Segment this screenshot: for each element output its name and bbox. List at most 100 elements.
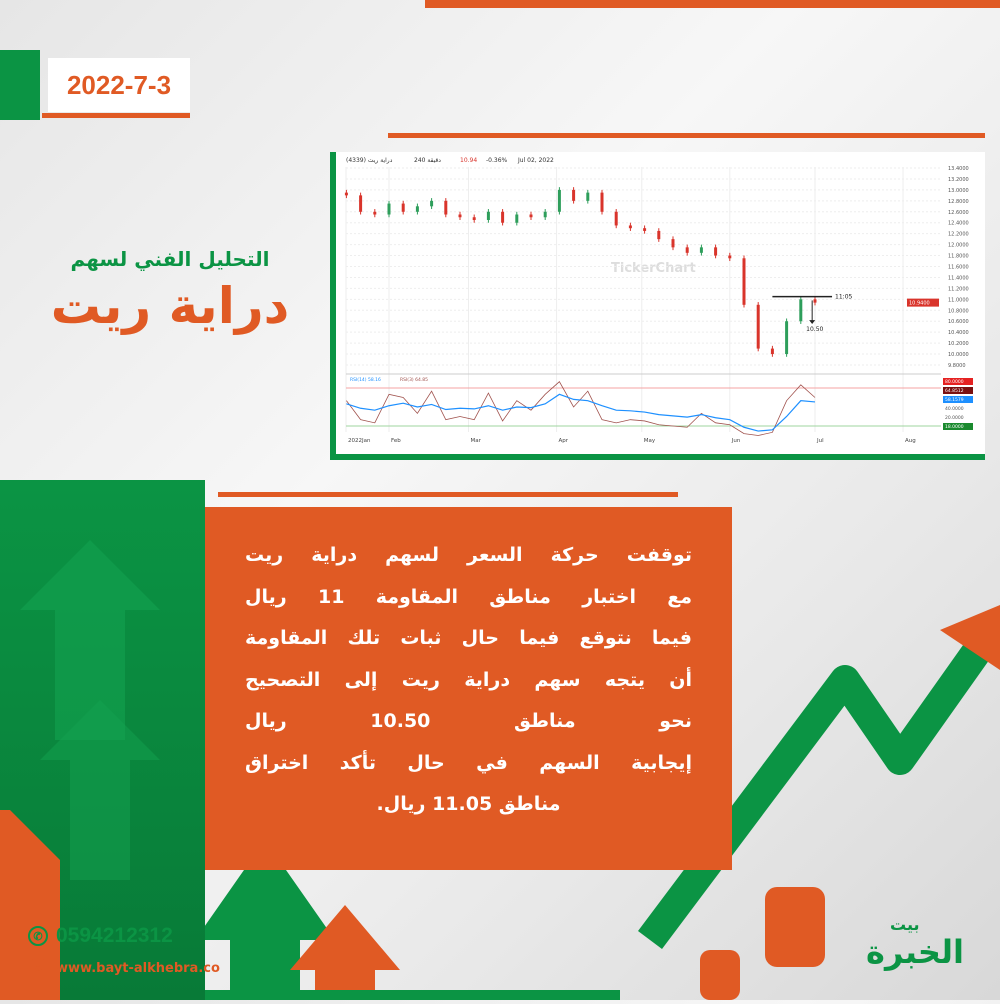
rsi3-line [346,381,816,436]
phone-contact[interactable]: ✆ 0594212312 [28,924,173,948]
y-tick-label: 13.2000 [948,177,969,183]
indicator-tag [943,378,973,385]
last-price-label: 10.9400 [909,301,930,307]
brand-logo: بيت الخبرة [840,915,990,995]
text-line: أن يتجه سهم دراية ريت إلى التصحيح [245,668,692,691]
website-contact[interactable]: ⊕ www.bayt-alkhebra.co [28,958,220,978]
orange-arrow-icon [290,905,400,1000]
x-tick-label: Jun [731,438,741,444]
candle [415,206,419,212]
logo-main: الخبرة [866,933,964,971]
x-tick-label: Feb [391,438,401,444]
candle [387,203,391,215]
y-tick-label: 10.0000 [948,352,969,358]
y-tick-label: 11.4000 [948,275,969,281]
candle [770,348,774,355]
text-line: نحو مناطق 10.50 ريال [245,710,692,732]
candle [628,225,632,229]
analysis-text: توقفت حركة السعر لسهم دراية ريت مع اختبا… [205,507,732,870]
decor-arrows [205,840,825,1000]
text-line: مع اختبار مناطق المقاومة 11 ريال [245,585,692,608]
y-tick-label: 13.0000 [948,188,969,194]
date-underline [42,113,190,118]
candle [728,255,732,259]
green-accent-block [0,50,40,120]
indicator-label: 80.0000 [945,379,964,385]
page-title: دراية ريت [50,277,290,335]
indicator-label: 64.8512 [945,388,964,394]
text-line: توقفت حركة السعر لسهم دراية ريت [245,544,692,566]
y-tick-label: 9.8000 [948,363,966,369]
arrow-down-icon [809,320,816,324]
text-line: مناطق 11.05 ريال. [376,793,561,815]
x-tick-label: Jul [816,438,824,444]
date-badge: 2022-7-3 [48,58,190,112]
candle [671,239,675,248]
arrow-up-icon [20,540,160,740]
y-tick-label: 12.8000 [948,199,969,205]
chart-watermark: TickerChart [611,261,696,276]
candle [529,214,533,218]
text-accent-line [218,492,678,497]
y-tick-label: 11.2000 [948,286,969,292]
candle [557,189,561,212]
indicator-tag [943,387,973,394]
candle [543,211,547,218]
candle [600,192,604,212]
indicator-label: 20.0000 [945,415,964,421]
green-arrow-icon [205,840,335,1000]
y-tick-label: 12.6000 [948,210,969,216]
candle [614,211,618,226]
green-arrows-panel [0,480,205,1000]
subtitle: التحليل الفني لسهم [70,247,270,271]
y-tick-label: 10.6000 [948,319,969,325]
text-line: فيما نتوقع فيما حال ثبات تلك المقاومة [245,627,692,649]
candle [813,299,817,303]
whatsapp-icon: ✆ [28,926,48,946]
y-tick-label: 13.4000 [948,166,969,172]
logo-top: بيت [890,915,920,934]
candle [756,304,760,349]
candle [472,217,476,220]
candle [401,203,405,212]
candle [785,321,789,355]
indicator-label: 58.1579 [945,397,964,403]
last-price-tag [907,298,939,307]
rsi-legend: RSI(14) 58.16 [350,377,381,383]
x-tick-label: Mar [471,438,482,444]
chart-change: -0.36% [486,157,508,164]
globe-icon: ⊕ [28,958,48,978]
y-tick-label: 11.8000 [948,254,969,260]
chart-symbol: دراية ريت (4339) [346,157,393,164]
y-tick-label: 12.0000 [948,243,969,249]
chart-frame: دراية ريت (4339) دقيقة 240 10.94 -0.36% … [330,152,985,460]
chart-accent-line [388,133,985,138]
y-tick-label: 12.2000 [948,232,969,238]
indicator-label: 40.0000 [945,406,964,412]
x-tick-label: Aug [905,438,916,444]
indicator-tag [943,396,973,403]
stock-chart: دراية ريت (4339) دقيقة 240 10.94 -0.36% … [344,157,973,444]
candle [430,200,434,207]
candle [699,247,703,253]
website-link: www.bayt-alkhebra.co [56,960,220,976]
top-accent-bar [425,0,1000,8]
rsi-legend: RSI(3) 64.85 [400,377,428,383]
y-tick-label: 10.2000 [948,341,969,347]
candle [515,214,519,223]
x-tick-label: 2022Jan [348,438,371,444]
phone-number: 0594212312 [56,924,173,947]
rsi14-line [346,393,816,432]
candle [458,214,462,218]
candle [799,299,803,322]
candle [344,192,348,196]
candle [742,258,746,305]
y-tick-label: 11.6000 [948,265,969,271]
y-tick-label: 11.0000 [948,297,969,303]
candle [444,200,448,215]
text-line: إيجابية السهم في حال تأكد اختراق [245,751,692,774]
arrow-head-icon [940,605,1000,670]
candle [657,230,661,240]
indicator-label: 18.0000 [945,424,964,430]
candle [572,189,576,201]
